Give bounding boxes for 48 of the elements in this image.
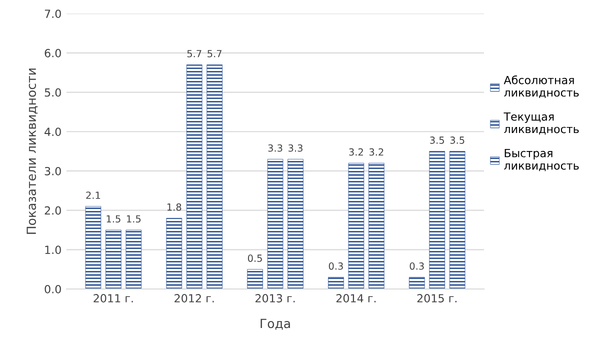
bar: [328, 276, 344, 289]
bar: [166, 218, 182, 289]
legend-label: Быстрая ликвидность: [504, 149, 579, 172]
data-label: 3.5: [430, 136, 444, 144]
bar: [247, 269, 263, 289]
data-label: 1.5: [106, 215, 120, 223]
bar: [267, 158, 284, 289]
bar: [449, 151, 466, 289]
y-tick-label: 3.0: [44, 166, 61, 176]
data-label: 1.5: [127, 215, 141, 223]
y-tick-label: 4.0: [44, 128, 61, 136]
bar: [368, 162, 384, 289]
bar: [348, 162, 364, 289]
x-tick-label: 2011 г.: [94, 294, 133, 302]
data-label: 5.7: [208, 50, 222, 58]
data-label: 0.3: [328, 262, 343, 270]
y-tick-label: 0.0: [44, 284, 61, 294]
bar: [408, 276, 425, 289]
y-tick-label: 5.0: [44, 88, 61, 97]
x-axis-title: Года: [260, 318, 290, 330]
bar: [126, 230, 142, 289]
legend-label: Текущая ликвидность: [504, 112, 579, 135]
data-label: 3.3: [288, 144, 302, 152]
bar: [85, 206, 102, 289]
legend-label: Абсолютная ликвидность: [504, 75, 579, 98]
x-tick-label: 2014 г.: [336, 294, 376, 302]
bar: [288, 158, 304, 289]
data-label: 3.2: [349, 148, 363, 156]
bar: [429, 151, 446, 289]
data-label: 0.3: [410, 262, 424, 270]
y-axis-title: Показатели ликвидности: [26, 68, 38, 234]
data-label: 5.7: [187, 50, 202, 58]
data-label: 3.5: [450, 136, 464, 144]
x-tick-label: 2015 г.: [417, 294, 456, 302]
data-label: 2.1: [86, 192, 100, 199]
bar: [206, 64, 222, 289]
y-tick-label: 2.0: [44, 206, 61, 215]
x-tick-label: 2012 г.: [174, 294, 214, 302]
bar: [186, 64, 202, 289]
y-tick-label: 7.0: [44, 10, 61, 18]
data-label: 0.5: [248, 254, 262, 262]
x-tick-label: 2013 г.: [256, 294, 295, 302]
data-label: 1.8: [167, 203, 182, 211]
y-tick-label: 1.0: [45, 246, 61, 254]
data-label: 3.2: [369, 148, 384, 156]
bar: [106, 230, 122, 289]
y-tick-label: 6.0: [44, 48, 61, 58]
data-label: 3.3: [268, 144, 282, 152]
